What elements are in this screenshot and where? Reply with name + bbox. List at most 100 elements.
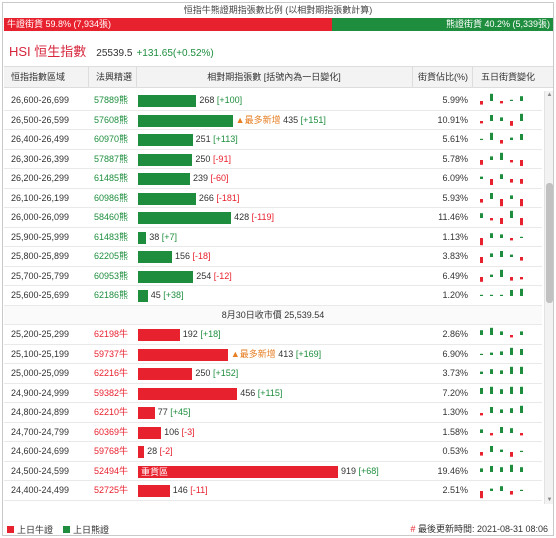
- share-pct-cell: 0.53%: [442, 446, 468, 456]
- five-day-bar: [520, 366, 523, 374]
- five-day-bar: [520, 450, 523, 452]
- five-day-bar: [510, 386, 513, 394]
- range-cell: 25,700-25,799: [11, 270, 70, 281]
- heavy-zone-label: 重貨區: [141, 466, 169, 477]
- five-day-cell: [476, 111, 536, 130]
- table-row[interactable]: 25,200-25,299 62198牛 192 [+18] 2.86%: [4, 325, 542, 345]
- count-change: [-119]: [251, 212, 275, 222]
- warrant-code-link[interactable]: 62198牛: [94, 329, 129, 339]
- warrant-code-link[interactable]: 58460熊: [94, 212, 129, 222]
- warrant-code-link[interactable]: 52494牛: [94, 465, 129, 476]
- warrant-code-link[interactable]: 52725牛: [94, 485, 129, 495]
- table-row[interactable]: 26,400-26,499 60970熊 251 [+113] 5.61%: [4, 130, 542, 150]
- warrant-code-link[interactable]: 57608熊: [94, 114, 129, 125]
- table-row[interactable]: 26,200-26,299 61485熊 239 [-60] 6.09%: [4, 169, 542, 189]
- five-day-bar: [500, 233, 503, 238]
- distribution-cell: ▲最多新增 435 [+151]: [138, 111, 410, 130]
- count-change: [-12]: [213, 270, 232, 281]
- table-row[interactable]: 26,100-26,199 60986熊 266 [-181] 5.93%: [4, 189, 542, 208]
- cbbc-table-body[interactable]: 26,600-26,699 57889熊 268 [+100] 5.99% 26,500…: [4, 91, 542, 504]
- index-price: 25539.5: [96, 48, 133, 59]
- table-row[interactable]: 24,800-24,899 62210牛 77 [+45] 1.30%: [4, 403, 542, 423]
- table-row[interactable]: 26,600-26,699 57889熊 268 [+100] 5.99%: [4, 91, 542, 111]
- warrant-code-link[interactable]: 60970熊: [94, 134, 129, 144]
- warrant-code-link[interactable]: 59382牛: [94, 387, 129, 398]
- warrant-code-link[interactable]: 61485熊: [94, 173, 129, 183]
- scrollbar-thumb[interactable]: [546, 183, 553, 303]
- warrant-code-link[interactable]: 59799牛: [94, 501, 128, 505]
- bull-bear-ratio-bar: 牛證街貨 59.8% (7,934張) 熊證街貨 40.2% (5,339張): [4, 18, 553, 31]
- warrant-code-link[interactable]: 57887熊: [94, 153, 129, 164]
- count-bar: [138, 426, 162, 439]
- table-row[interactable]: 25,600-25,699 62186熊 45 [+38] 1.20%: [4, 286, 542, 306]
- warrant-code-link[interactable]: 57889熊: [94, 95, 129, 105]
- count-value: 239: [193, 173, 211, 183]
- five-day-sparkline: [480, 327, 523, 338]
- table-row[interactable]: 26,000-26,099 58460熊 428 [-119] 11.46%: [4, 208, 542, 228]
- five-day-cell: [476, 267, 536, 286]
- table-row[interactable]: 26,300-26,399 57887熊 250 [-91] 5.78%: [4, 150, 542, 169]
- table-row[interactable]: 24,300-24,399 59799牛 208 [+3] 4.60%: [4, 501, 542, 505]
- range-cell: 24,500-24,599: [11, 465, 70, 476]
- five-day-bar: [480, 428, 483, 433]
- table-row[interactable]: 25,900-25,999 61483熊 38 [+7] 1.13%: [4, 228, 542, 247]
- count-change: [-18]: [192, 251, 211, 261]
- table-row[interactable]: 26,500-26,599 57608熊 ▲最多新增 435 [+151] 10.91…: [4, 111, 542, 130]
- table-row[interactable]: 24,600-24,699 59768牛 28 [-2] 0.53%: [4, 442, 542, 462]
- index-name: HSI 恒生指數: [9, 44, 87, 59]
- count-value: 268: [199, 95, 217, 105]
- header-five-day: 五日街貨變化: [480, 72, 535, 82]
- scrollbar[interactable]: ▲ ▼: [544, 91, 553, 504]
- warrant-code-link[interactable]: 62186熊: [94, 290, 129, 300]
- five-day-bar: [510, 159, 513, 162]
- five-day-bar: [480, 159, 483, 165]
- warrant-code-link[interactable]: 62216牛: [94, 368, 129, 378]
- table-row[interactable]: 24,500-24,599 52494牛 重貨區 919 [+68] 19.46%: [4, 462, 542, 481]
- table-header: 恒指指數區域 法興精選 相對期指張數 [括號內為一日變化] 街貨佔比(%) 五日…: [4, 66, 553, 88]
- five-day-cell: [476, 150, 536, 169]
- share-pct-cell: 6.49%: [442, 270, 468, 281]
- scroll-down-arrow-icon[interactable]: ▼: [546, 497, 553, 503]
- warrant-code-link[interactable]: 62210牛: [94, 407, 129, 417]
- bull-swatch-icon: [7, 525, 14, 533]
- five-day-bar: [480, 257, 483, 263]
- five-day-bar: [490, 352, 493, 355]
- share-pct-cell: 1.20%: [442, 290, 468, 300]
- five-day-bar: [520, 348, 523, 355]
- table-row[interactable]: 24,400-24,499 52725牛 146 [-11] 2.51%: [4, 481, 542, 501]
- five-day-bar: [520, 179, 523, 184]
- table-row[interactable]: 24,900-24,999 59382牛 456 [+115] 7.20%: [4, 384, 542, 403]
- warrant-code-link[interactable]: 59768牛: [94, 446, 129, 456]
- scroll-up-arrow-icon[interactable]: ▲: [546, 92, 553, 98]
- share-pct-cell: 1.58%: [442, 426, 468, 437]
- count-value: 45: [150, 290, 164, 300]
- table-row[interactable]: 25,100-25,199 59737牛 ▲最多新增 413 [+169] 6.90%: [4, 345, 542, 364]
- count-change: [-91]: [212, 153, 231, 164]
- five-day-bar: [500, 198, 503, 206]
- warrant-code-link[interactable]: 59737牛: [94, 348, 129, 359]
- count-label: 156 [-18]: [175, 247, 211, 266]
- distribution-cell: 77 [+45]: [138, 403, 410, 422]
- warrant-code-link[interactable]: 60953熊: [94, 270, 129, 281]
- range-cell: 24,800-24,899: [11, 407, 70, 417]
- share-pct-cell: 6.09%: [442, 173, 468, 183]
- warrant-code-link[interactable]: 60369牛: [94, 426, 129, 437]
- five-day-bar: [520, 113, 523, 121]
- five-day-bar: [490, 369, 493, 374]
- five-day-bar: [520, 432, 523, 435]
- table-row[interactable]: 24,700-24,799 60369牛 106 [-3] 1.58%: [4, 423, 542, 442]
- share-pct-cell: 3.73%: [442, 368, 468, 378]
- count-label: 250 [-91]: [195, 150, 231, 169]
- five-day-bar: [520, 159, 523, 166]
- five-day-bar: [520, 276, 523, 279]
- hash-icon: #: [410, 524, 416, 534]
- distribution-cell: 146 [-11]: [138, 481, 410, 500]
- table-row[interactable]: 25,000-25,099 62216牛 250 [+152] 3.73%: [4, 364, 542, 384]
- count-label: 77 [+45]: [158, 403, 191, 422]
- five-day-bar: [500, 269, 503, 277]
- warrant-code-link[interactable]: 62205熊: [94, 251, 129, 261]
- warrant-code-link[interactable]: 60986熊: [94, 192, 129, 203]
- warrant-code-link[interactable]: 61483熊: [94, 231, 129, 242]
- table-row[interactable]: 25,700-25,799 60953熊 254 [-12] 6.49%: [4, 267, 542, 286]
- table-row[interactable]: 25,800-25,899 62205熊 156 [-18] 3.83%: [4, 247, 542, 267]
